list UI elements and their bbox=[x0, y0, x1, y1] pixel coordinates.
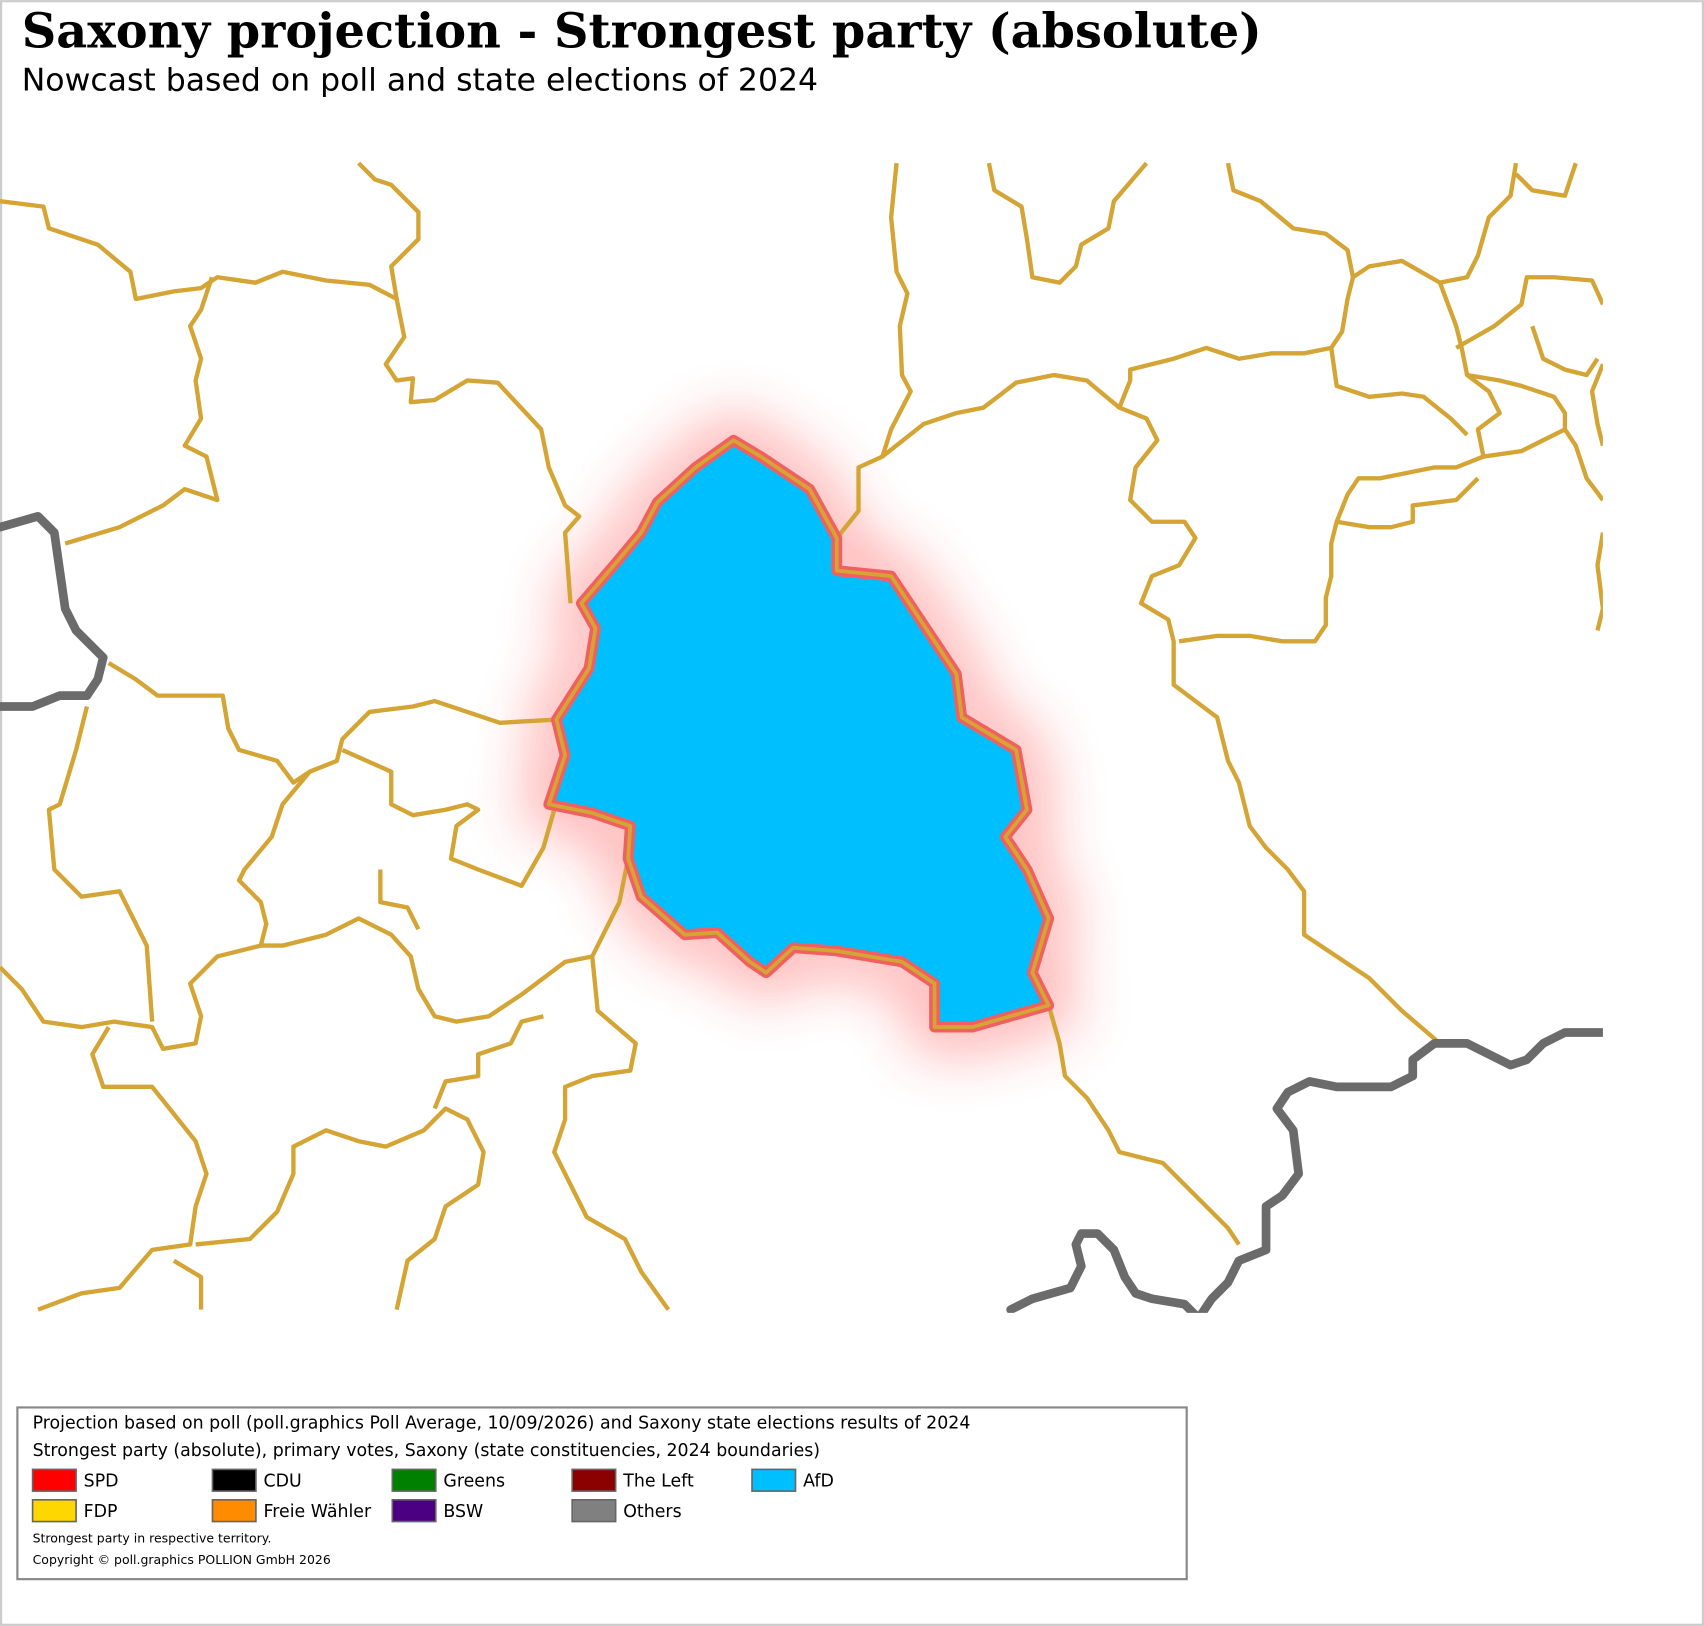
legend-swatch bbox=[391, 1468, 437, 1492]
legend-swatch bbox=[571, 1468, 617, 1492]
legend-swatch bbox=[211, 1468, 257, 1492]
legend-line: Projection based on poll (poll.graphics … bbox=[33, 1414, 971, 1434]
legend-label: AfD bbox=[803, 1471, 834, 1491]
title: Saxony projection - Strongest party (abs… bbox=[22, 3, 1262, 59]
legend-label: SPD bbox=[84, 1471, 119, 1491]
legend-note: Strongest party in respective territory. bbox=[33, 1530, 272, 1545]
legend-label: Greens bbox=[443, 1471, 505, 1491]
afd-constituency-border bbox=[546, 438, 1051, 1029]
state-border bbox=[0, 511, 1603, 1313]
legend-label: Others bbox=[623, 1502, 681, 1522]
copyright: Copyright © poll.graphics POLLION GmbH 2… bbox=[33, 1552, 331, 1567]
legend-swatch bbox=[31, 1499, 77, 1523]
map bbox=[0, 161, 1603, 1313]
legend-swatch bbox=[211, 1499, 257, 1523]
legend-label: BSW bbox=[443, 1502, 483, 1522]
legend-swatch bbox=[571, 1499, 617, 1523]
legend: Projection based on poll (poll.graphics … bbox=[16, 1406, 1188, 1581]
constituency-borders bbox=[0, 161, 1603, 1312]
legend-swatch bbox=[31, 1468, 77, 1492]
legend-swatch bbox=[751, 1468, 797, 1492]
legend-label: The Left bbox=[622, 1471, 694, 1491]
legend-label: FDP bbox=[84, 1502, 118, 1522]
legend-label: CDU bbox=[264, 1471, 302, 1491]
legend-label: Freie Wähler bbox=[264, 1502, 372, 1522]
legend-line: Strongest party (absolute), primary vote… bbox=[33, 1441, 821, 1461]
legend-swatch bbox=[391, 1499, 437, 1523]
subtitle: Nowcast based on poll and state election… bbox=[22, 63, 818, 99]
legend-box bbox=[16, 1406, 1188, 1581]
